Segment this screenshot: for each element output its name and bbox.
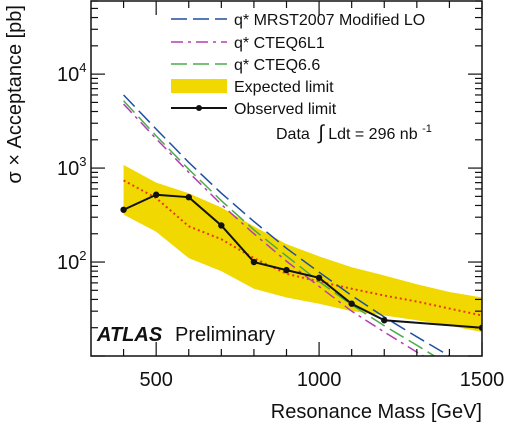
x-tick-label: 1000 (297, 369, 342, 391)
legend-marker-observed-limit (196, 105, 202, 111)
y-tick-label: 102 (57, 248, 86, 274)
observed-limit-point (218, 222, 225, 229)
theory-curve-q-mrst2007-modified-lo (123, 94, 450, 356)
data-prefix: Data (276, 126, 310, 143)
legend-label-expected-limit: Expected limit (234, 79, 334, 96)
x-axis-title: Resonance Mass [GeV] (271, 401, 482, 423)
legend-label-q-cteq6-6: q* CTEQ6.6 (234, 57, 320, 74)
observed-limit-point (250, 258, 258, 266)
y-tick-label: 104 (57, 60, 86, 86)
preliminary-label: Preliminary (175, 324, 275, 346)
observed-limit-point (120, 206, 127, 213)
x-tick-label: 500 (139, 369, 172, 391)
y-tick-base: 10 (57, 64, 79, 86)
y-tick-exponent: 2 (79, 248, 86, 263)
integral-symbol: ∫ (317, 122, 325, 144)
theory-curve-q-cteq6l1 (123, 103, 426, 356)
expected-limit-band (123, 164, 482, 333)
legend-label-q-cteq6l1: q* CTEQ6L1 (234, 35, 325, 52)
y-tick-base: 10 (57, 252, 79, 274)
observed-limit-point (283, 266, 290, 274)
legend-label-observed-limit: Observed limit (234, 101, 337, 118)
theory-curves-layer (123, 94, 450, 356)
luminosity-text: Ldt = 296 nb (328, 126, 418, 143)
y-tick-exponent: 3 (79, 154, 86, 169)
observed-limit-line (123, 193, 482, 329)
legend: q* MRST2007 Modified LO q* CTEQ6L1 q* CTEQ… (171, 12, 425, 118)
expected-band-layer (123, 164, 482, 333)
data-luminosity-note: Data ∫ Ldt = 296 nb -1 (276, 122, 432, 144)
y-tick-label: 103 (57, 154, 86, 180)
observed-limit-point (348, 300, 355, 307)
y-tick-exponent: 4 (79, 60, 86, 75)
observed-limit-point (381, 317, 388, 324)
y-axis-title: σ × Acceptance [pb] (4, 5, 26, 184)
observed-limit-point (185, 193, 192, 201)
atlas-label: ATLAS (96, 324, 163, 346)
observed-limit-point (152, 191, 160, 198)
legend-label-q-mrst2007-modified-lo: q* MRST2007 Modified LO (234, 12, 425, 29)
observed-limit-point (315, 274, 323, 281)
x-tick-label: 1500 (460, 369, 505, 391)
y-tick-base: 10 (57, 158, 79, 180)
theory-curve-q-cteq6-6 (123, 100, 436, 356)
observed-layer (120, 191, 482, 331)
legend-swatch-expected-limit (171, 79, 227, 93)
luminosity-exponent: -1 (422, 123, 432, 135)
expected-limit-median-line (123, 179, 482, 317)
